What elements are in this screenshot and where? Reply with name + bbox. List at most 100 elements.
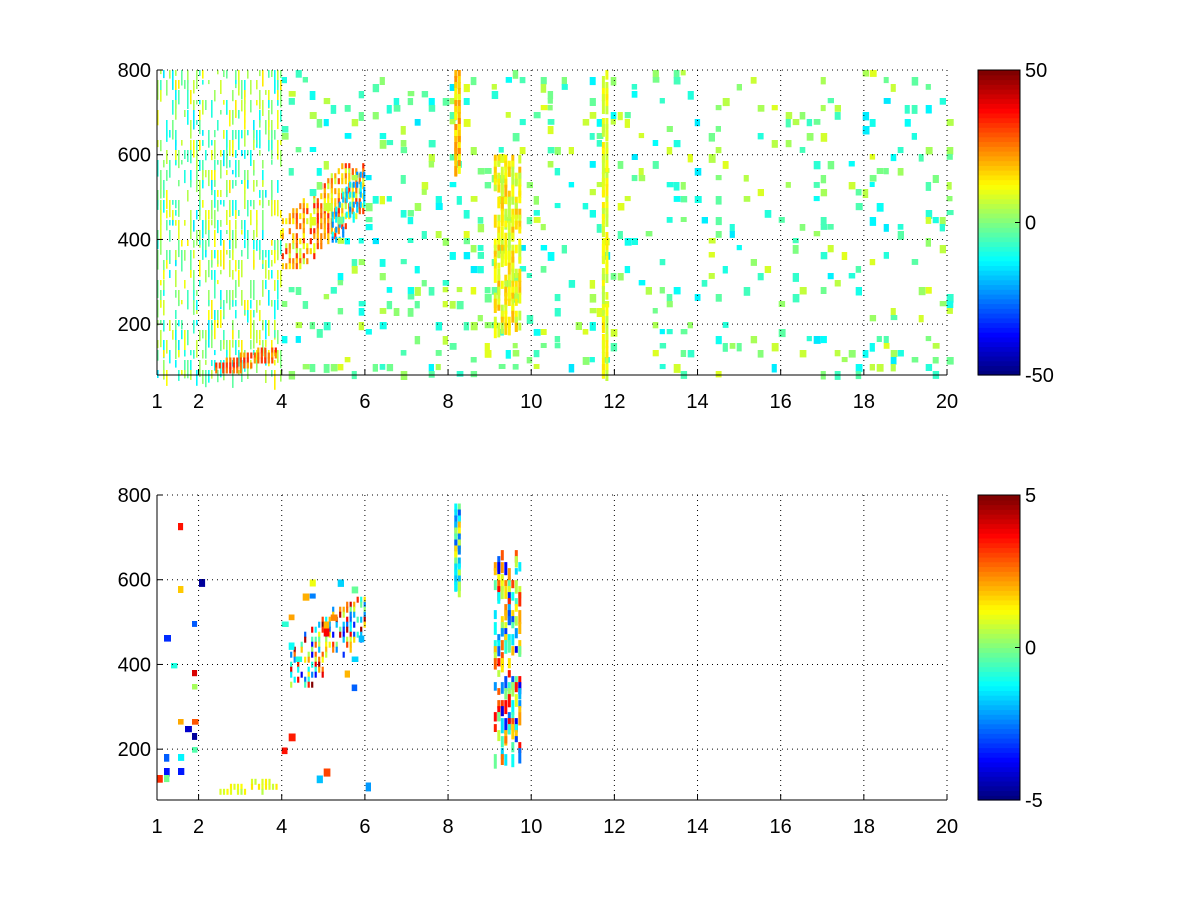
heatmap-cell <box>617 273 624 281</box>
heatmap-cell <box>202 130 204 136</box>
heatmap-cell <box>335 206 338 213</box>
heatmap-cell <box>511 724 515 740</box>
heatmap-cell <box>463 252 471 260</box>
heatmap-cell <box>304 656 307 663</box>
heatmap-cell <box>208 80 210 85</box>
colorbar-band <box>978 609 1020 615</box>
heatmap-cell <box>687 350 695 358</box>
heatmap-cell <box>511 622 515 629</box>
heatmap-cell <box>457 106 461 114</box>
heatmap-cell <box>218 362 221 369</box>
heatmap-cell <box>379 308 387 314</box>
heatmap-cell <box>589 98 596 106</box>
heatmap-cell <box>220 250 222 267</box>
x-tick-label: 8 <box>442 816 453 838</box>
heatmap-cell <box>353 606 356 613</box>
heatmap-cell <box>596 133 604 139</box>
colorbar-band <box>978 293 1020 300</box>
heatmap-cell <box>238 210 240 216</box>
heatmap-cell <box>362 183 365 190</box>
heatmap-cell <box>358 208 361 215</box>
heatmap-cell <box>268 140 270 152</box>
heatmap-cell <box>233 783 236 790</box>
heatmap-cell <box>680 217 687 222</box>
heatmap-cell <box>518 184 522 196</box>
heatmap-cell <box>299 203 302 210</box>
y-tick-label: 800 <box>118 485 151 507</box>
heatmap-cell <box>511 754 515 768</box>
heatmap-cell <box>335 621 338 628</box>
heatmap-cell <box>239 357 242 364</box>
colorbar-band <box>978 136 1020 143</box>
heatmap-cell <box>268 110 270 128</box>
heatmap-cell <box>353 636 356 643</box>
heatmap-cell <box>504 736 508 744</box>
heatmap-cell <box>813 119 821 125</box>
heatmap-cell <box>250 362 253 369</box>
heatmap-cell <box>302 198 305 205</box>
colorbar-band <box>978 571 1020 577</box>
heatmap-cell <box>715 217 722 226</box>
heatmap-cell <box>507 724 511 735</box>
heatmap-cell <box>554 294 561 302</box>
heatmap-cell <box>260 357 263 364</box>
colorbar-band <box>978 117 1020 124</box>
heatmap-cell <box>214 130 216 138</box>
heatmap-cell <box>166 170 168 181</box>
heatmap-cell <box>666 147 673 155</box>
heatmap-cell <box>214 320 216 340</box>
heatmap-cell <box>281 218 284 225</box>
heatmap-cell <box>325 641 328 648</box>
heatmap-cell <box>268 70 270 78</box>
colorbar-tick-label: 0 <box>1025 213 1036 235</box>
heatmap-cell <box>518 646 522 657</box>
heatmap-cell <box>351 259 358 268</box>
heatmap-cell <box>239 362 242 369</box>
heatmap-cell <box>229 260 231 278</box>
heatmap-cell <box>778 301 786 307</box>
heatmap-cell <box>274 250 276 264</box>
colorbar-band <box>978 189 1020 195</box>
heatmap-cell <box>869 70 877 77</box>
heatmap-cell <box>247 180 249 189</box>
heatmap-cell <box>163 370 165 379</box>
heatmap-cell <box>217 190 219 197</box>
heatmap-cell <box>457 503 461 515</box>
heatmap-cell <box>235 220 237 230</box>
heatmap-cell <box>400 210 407 218</box>
heatmap-cell <box>281 233 284 240</box>
heatmap-cell <box>199 100 201 105</box>
heatmap-cell <box>334 178 337 185</box>
heatmap-cell <box>514 268 518 278</box>
heatmap-cell <box>302 228 305 235</box>
heatmap-cell <box>497 154 501 166</box>
heatmap-cell <box>605 208 609 218</box>
heatmap-cell <box>238 340 240 348</box>
heatmap-cell <box>652 140 659 146</box>
heatmap-cell <box>493 298 497 313</box>
heatmap-cell <box>281 228 284 235</box>
heatmap-cell <box>196 70 198 89</box>
heatmap-cell <box>268 120 270 136</box>
heatmap-cell <box>792 245 799 254</box>
heatmap-cell <box>325 616 328 623</box>
heatmap-cell <box>820 189 828 197</box>
heatmap-cell <box>196 290 198 296</box>
heatmap-cell <box>379 259 386 267</box>
heatmap-cell <box>624 238 632 246</box>
heatmap-cell <box>232 290 234 301</box>
heatmap-cell <box>393 308 400 316</box>
heatmap-cell <box>341 223 344 230</box>
heatmap-cell <box>327 218 330 225</box>
heatmap-cell <box>365 224 373 231</box>
heatmap-cell <box>673 287 681 295</box>
heatmap-cell <box>265 250 267 258</box>
heatmap-cell <box>192 684 198 690</box>
heatmap-cell <box>214 170 216 187</box>
heatmap-cell <box>344 670 350 678</box>
heatmap-cell <box>313 198 316 205</box>
heatmap-cell <box>869 217 877 226</box>
heatmap-cell <box>292 218 295 225</box>
heatmap-cell <box>268 200 270 206</box>
